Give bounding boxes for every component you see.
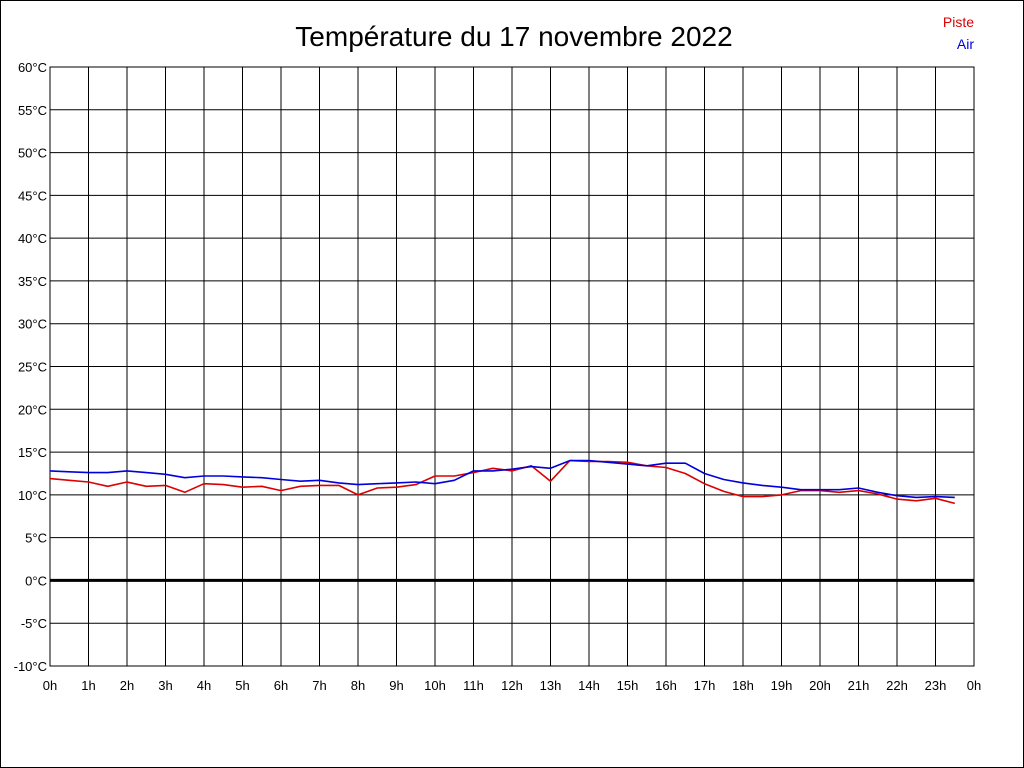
legend-entry-air: Air xyxy=(957,36,974,52)
y-tick-label: 10°C xyxy=(18,488,47,503)
y-tick-label: 35°C xyxy=(18,274,47,289)
x-tick-label: 6h xyxy=(274,678,288,693)
x-tick-label: 3h xyxy=(158,678,172,693)
legend-entry-piste: Piste xyxy=(943,14,974,30)
series-line-piste xyxy=(49,459,956,505)
x-tick-label: 1h xyxy=(81,678,95,693)
y-tick-label: 60°C xyxy=(18,60,47,75)
x-tick-label: 20h xyxy=(809,678,831,693)
legend: Piste Air xyxy=(943,14,974,52)
x-tick-label: 8h xyxy=(351,678,365,693)
x-tick-label: 11h xyxy=(463,678,484,693)
x-tick-label: 22h xyxy=(886,678,908,693)
y-tick-label: 20°C xyxy=(18,402,47,417)
y-tick-label: 25°C xyxy=(18,360,47,375)
y-tick-label: 15°C xyxy=(18,445,47,460)
x-tick-label: 0h xyxy=(967,678,981,693)
x-tick-label: 16h xyxy=(655,678,677,693)
x-tick-label: 14h xyxy=(578,678,600,693)
y-tick-label: 40°C xyxy=(18,231,47,246)
x-tick-label: 12h xyxy=(501,678,523,693)
y-tick-label: 30°C xyxy=(18,317,47,332)
plot-border xyxy=(49,66,975,667)
series-lines xyxy=(49,459,956,505)
y-tick-label: 5°C xyxy=(25,531,47,546)
x-tick-label: 19h xyxy=(771,678,793,693)
x-tick-label: 9h xyxy=(389,678,403,693)
x-tick-label: 23h xyxy=(925,678,947,693)
series-line-air xyxy=(49,459,955,499)
x-tick-label: 13h xyxy=(540,678,562,693)
x-tick-label: 5h xyxy=(235,678,249,693)
grid xyxy=(49,66,975,667)
x-tick-label: 10h xyxy=(424,678,446,693)
y-tick-label: -5°C xyxy=(21,616,47,631)
y-tick-label: 0°C xyxy=(25,573,47,588)
y-tick-label: -10°C xyxy=(14,659,47,674)
x-tick-label: 4h xyxy=(197,678,211,693)
y-tick-label: 55°C xyxy=(18,103,47,118)
x-tick-label: 17h xyxy=(694,678,716,693)
y-tick-label: 50°C xyxy=(18,146,47,161)
chart-title: Température du 17 novembre 2022 xyxy=(295,21,732,52)
x-axis-ticks: 0h 1h 2h 3h 4h 5h 6h 7h 8h 9h 10h 11h 12h 13h 14h 15h 16… xyxy=(43,678,981,693)
y-tick-label: 45°C xyxy=(18,188,47,203)
x-tick-label: 7h xyxy=(312,678,326,693)
x-tick-label: 0h xyxy=(43,678,57,693)
y-axis-ticks: -10°C -5°C 0°C 5°C 10°C 15°C 20°C 25°C 30°C 35°C 4… xyxy=(14,60,47,674)
x-tick-label: 15h xyxy=(617,678,639,693)
x-tick-label: 18h xyxy=(732,678,754,693)
x-tick-label: 2h xyxy=(120,678,134,693)
x-tick-label: 21h xyxy=(848,678,870,693)
